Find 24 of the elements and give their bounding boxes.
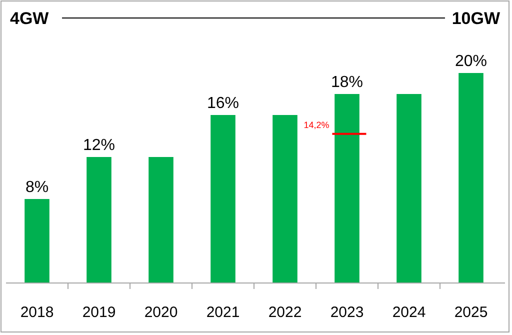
x-tick-label: 2023 <box>330 304 364 321</box>
bar <box>86 157 112 283</box>
bar <box>148 157 174 283</box>
x-tick-label: 2018 <box>20 304 54 321</box>
bar <box>272 115 298 283</box>
bar <box>24 199 50 283</box>
text: 10GW <box>452 9 501 28</box>
x-tick-label: 2020 <box>144 304 178 321</box>
bar <box>458 73 484 283</box>
x-tick-label: 2021 <box>206 304 240 321</box>
text: 4GW <box>10 9 50 28</box>
data-label: 18% <box>330 74 364 91</box>
data-label: 16% <box>206 95 240 112</box>
data-label: 12% <box>82 137 116 154</box>
data-label: 20% <box>454 53 488 70</box>
bar <box>396 94 422 283</box>
x-tick-label: 2024 <box>392 304 426 321</box>
bar <box>210 115 236 283</box>
data-label: 8% <box>25 179 49 196</box>
bar <box>334 94 360 283</box>
x-tick-label: 2019 <box>82 304 116 321</box>
x-tick-label: 2025 <box>454 304 488 321</box>
ref-line-label: 14,2% <box>304 120 330 130</box>
x-tick-label: 2022 <box>268 304 302 321</box>
